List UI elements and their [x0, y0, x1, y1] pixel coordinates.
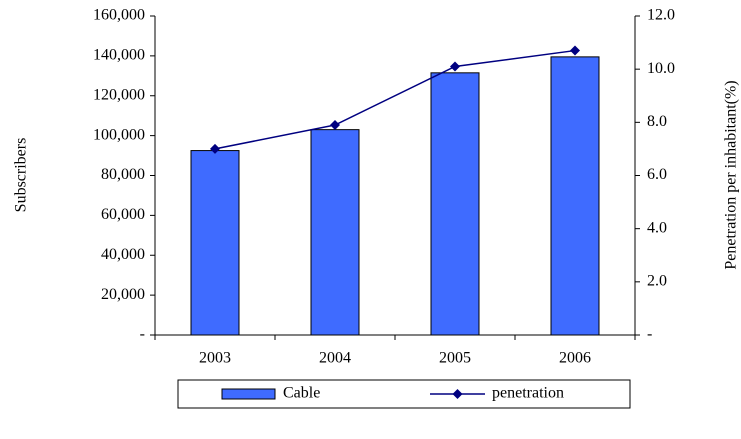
x-tick-label: 2003 — [199, 350, 231, 367]
bar — [430, 72, 480, 336]
y2-tick-label: 12.0 — [647, 7, 675, 24]
y-tick-label: 120,000 — [93, 86, 145, 103]
marker — [330, 119, 340, 130]
y-tick-label: 100,000 — [93, 126, 145, 143]
x-tick-label: 2006 — [559, 350, 591, 367]
x-tick-label: 2004 — [319, 350, 351, 367]
y-tick-label: 40,000 — [101, 246, 145, 263]
line — [214, 49, 576, 150]
y-tick-label: - — [140, 326, 145, 343]
y2-tick-label: 4.0 — [647, 219, 667, 236]
y2-tick-label: 6.0 — [647, 166, 667, 183]
bar — [310, 129, 360, 336]
marker — [450, 61, 460, 72]
marker — [570, 45, 580, 56]
y-tick-label: 160,000 — [93, 7, 145, 24]
marker — [210, 143, 220, 154]
y2-tick-label: 10.0 — [647, 60, 675, 77]
y2-tick-label: 2.0 — [647, 273, 667, 290]
legend-label: Cable — [283, 385, 320, 402]
x-tick-label: 2005 — [439, 350, 471, 367]
y2-tick-label: 8.0 — [647, 113, 667, 130]
y2-axis-label: Penetration per inhabitant(%) — [723, 80, 740, 269]
legend-label: penetration — [492, 385, 564, 402]
bar — [550, 56, 600, 336]
y-axis-label: Subscribers — [13, 138, 30, 213]
y-tick-label: 20,000 — [101, 286, 145, 303]
y-tick-label: 60,000 — [101, 206, 145, 223]
y-tick-label: 140,000 — [93, 47, 145, 64]
legend-marker — [452, 389, 463, 399]
legend-box — [177, 379, 631, 409]
y2-tick-label: - — [647, 326, 652, 343]
y-tick-label: 80,000 — [101, 166, 145, 183]
legend-swatch — [221, 388, 276, 400]
bar — [190, 150, 240, 336]
